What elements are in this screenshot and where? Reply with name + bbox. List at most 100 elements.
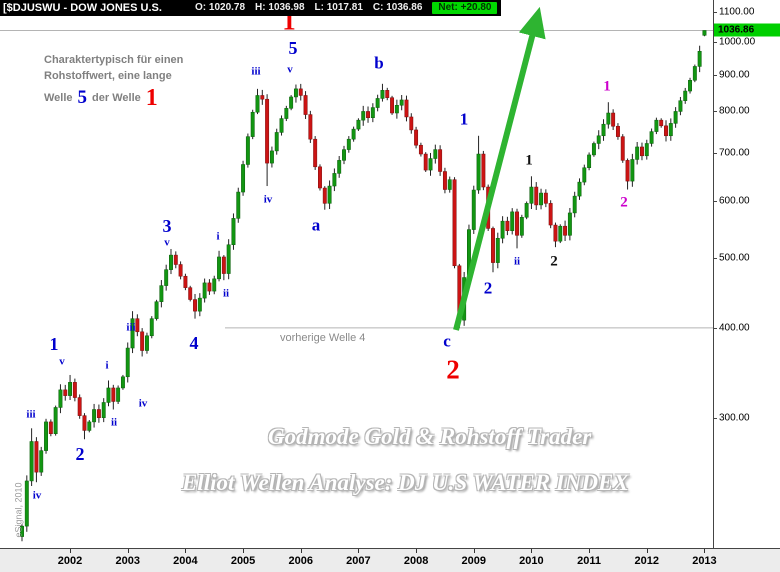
year-tick-mark bbox=[358, 549, 360, 553]
candlestick bbox=[44, 421, 48, 451]
ohlc-bar: O: 1020.78 H: 1036.98 L: 1017.81 C: 1036… bbox=[191, 0, 502, 16]
candlestick bbox=[567, 212, 572, 236]
candlestick bbox=[101, 402, 106, 418]
candlestick bbox=[193, 299, 197, 312]
candlestick bbox=[63, 389, 68, 396]
candlestick bbox=[404, 99, 409, 118]
candlestick bbox=[289, 96, 294, 109]
candlestick bbox=[640, 146, 644, 157]
grid-lines bbox=[0, 29, 713, 329]
year-tick-mark bbox=[531, 549, 533, 553]
year-tick-mark bbox=[127, 549, 129, 553]
candlestick bbox=[447, 179, 452, 190]
wave-five-number: 5 bbox=[77, 87, 88, 108]
trend-arrow bbox=[453, 6, 546, 331]
candlestick bbox=[577, 181, 582, 197]
price-axis[interactable]: 1100.00 1000.00 900.00 800.00 700.00 600.00 50… bbox=[713, 0, 780, 548]
candlestick bbox=[423, 153, 428, 171]
candlestick bbox=[241, 164, 246, 193]
candlestick bbox=[596, 135, 601, 144]
candlestick bbox=[351, 128, 356, 140]
price-tick-mark bbox=[714, 258, 717, 260]
candlestick bbox=[505, 220, 510, 231]
candlestick bbox=[428, 158, 433, 171]
candlestick bbox=[293, 88, 298, 98]
candlestick bbox=[236, 191, 241, 219]
candlestick bbox=[20, 525, 24, 537]
year-label-2012: 2012 bbox=[634, 555, 660, 567]
candlestick bbox=[111, 387, 116, 402]
year-label-2011: 2011 bbox=[577, 555, 602, 567]
candlestick bbox=[72, 382, 77, 398]
candlestick bbox=[217, 256, 221, 280]
candlestick bbox=[500, 220, 505, 239]
year-label-2002: 2002 bbox=[57, 555, 83, 567]
candlestick bbox=[587, 154, 592, 168]
candlestick bbox=[673, 111, 678, 124]
candlestick bbox=[438, 149, 443, 172]
candlestick bbox=[145, 335, 149, 351]
candlestick bbox=[188, 287, 193, 300]
candlestick bbox=[332, 173, 337, 187]
open-value: O: 1020.78 bbox=[195, 2, 246, 13]
candlestick bbox=[255, 95, 260, 113]
candlestick bbox=[120, 376, 125, 389]
candlestick bbox=[620, 136, 625, 161]
candlestick bbox=[519, 217, 524, 236]
symbol-title: [$DJUSWU - DOW JONES U.S. bbox=[0, 0, 191, 16]
year-tick-mark bbox=[416, 549, 418, 553]
analysis-note: Charaktertypisch für einen Rohstoffwert,… bbox=[44, 52, 234, 110]
year-label-2007: 2007 bbox=[346, 555, 371, 567]
candlestick bbox=[24, 480, 29, 527]
watermark-line1: Godmode Gold & Rohstoff Trader bbox=[268, 424, 592, 449]
price-tick-label: 300.00 bbox=[719, 412, 750, 424]
time-axis[interactable]: 2002 2003 2004 2005 2006 2007 2008 2009 2010 2011… bbox=[0, 548, 780, 572]
candlestick bbox=[452, 179, 457, 267]
candlestick bbox=[548, 203, 553, 226]
price-tick-mark bbox=[714, 327, 717, 329]
candlestick bbox=[116, 387, 121, 402]
candlestick bbox=[558, 225, 563, 242]
candlestick bbox=[106, 387, 111, 403]
candlestick bbox=[178, 264, 183, 277]
candlestick bbox=[260, 95, 265, 100]
candlestick bbox=[265, 98, 270, 164]
candlestick bbox=[318, 166, 322, 189]
candlestick bbox=[601, 123, 606, 137]
candlestick bbox=[611, 112, 616, 127]
candlestick bbox=[53, 407, 58, 434]
year-label-2006: 2006 bbox=[288, 555, 313, 567]
price-chart bbox=[0, 6, 713, 542]
year-label-2010: 2010 bbox=[519, 555, 544, 567]
candlestick bbox=[495, 237, 500, 263]
candlestick bbox=[342, 149, 346, 161]
price-tick-mark bbox=[714, 417, 717, 419]
candlestick bbox=[394, 105, 399, 114]
candlestick bbox=[169, 254, 173, 270]
candlestick bbox=[664, 125, 668, 137]
candlestick bbox=[140, 331, 145, 351]
candlestick bbox=[173, 254, 178, 265]
candlestick bbox=[591, 143, 596, 156]
bullish-projection-arrow bbox=[453, 6, 546, 331]
candlestick bbox=[39, 450, 44, 473]
price-tick-mark bbox=[714, 74, 717, 76]
candlestick bbox=[197, 297, 202, 312]
candlestick bbox=[231, 218, 236, 246]
candlestick bbox=[615, 125, 620, 137]
price-tick-mark bbox=[714, 12, 717, 13]
candlestick bbox=[702, 30, 707, 36]
candlestick bbox=[149, 318, 154, 337]
candlestick bbox=[298, 88, 303, 96]
price-tick-label: 500.00 bbox=[719, 252, 750, 264]
candlestick bbox=[337, 160, 342, 174]
candlestick bbox=[553, 224, 558, 242]
candlestick bbox=[58, 389, 63, 408]
price-tick-label: 700.00 bbox=[719, 147, 750, 159]
candlestick bbox=[125, 347, 130, 378]
candlestick bbox=[418, 144, 423, 155]
der-welle-word: der Welle bbox=[92, 92, 141, 104]
candlestick bbox=[683, 90, 688, 101]
candlestick bbox=[284, 108, 289, 119]
